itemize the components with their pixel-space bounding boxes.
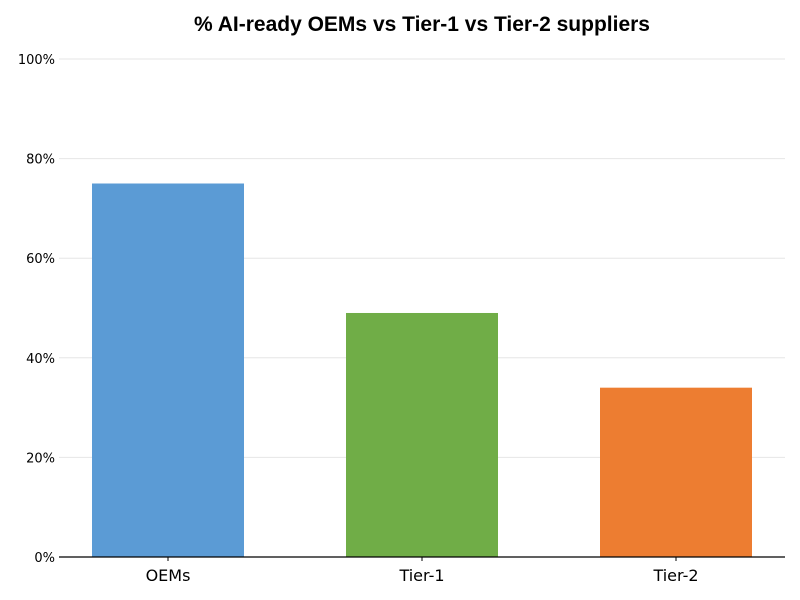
chart-title: % AI-ready OEMs vs Tier-1 vs Tier-2 supp…: [194, 13, 650, 36]
y-tick-label: 40%: [26, 352, 55, 367]
bar-oems: [92, 183, 244, 557]
bar-tier-2: [600, 387, 752, 557]
x-tick-label: Tier-1: [398, 566, 444, 585]
y-tick-label: 60%: [26, 252, 55, 267]
y-tick-label: 20%: [26, 451, 55, 466]
y-tick-label: 80%: [26, 153, 55, 168]
y-axis: 0% 20% 40% 60% 80% 100%: [18, 53, 55, 566]
x-axis: OEMs Tier-1 Tier-2: [59, 556, 785, 585]
x-tick-label: Tier-2: [652, 566, 698, 585]
y-tick-label: 0%: [34, 551, 55, 566]
bars: [92, 183, 752, 557]
y-tick-label: 100%: [18, 53, 55, 68]
bar-tier-1: [346, 312, 498, 557]
x-tick-label: OEMs: [146, 566, 191, 585]
